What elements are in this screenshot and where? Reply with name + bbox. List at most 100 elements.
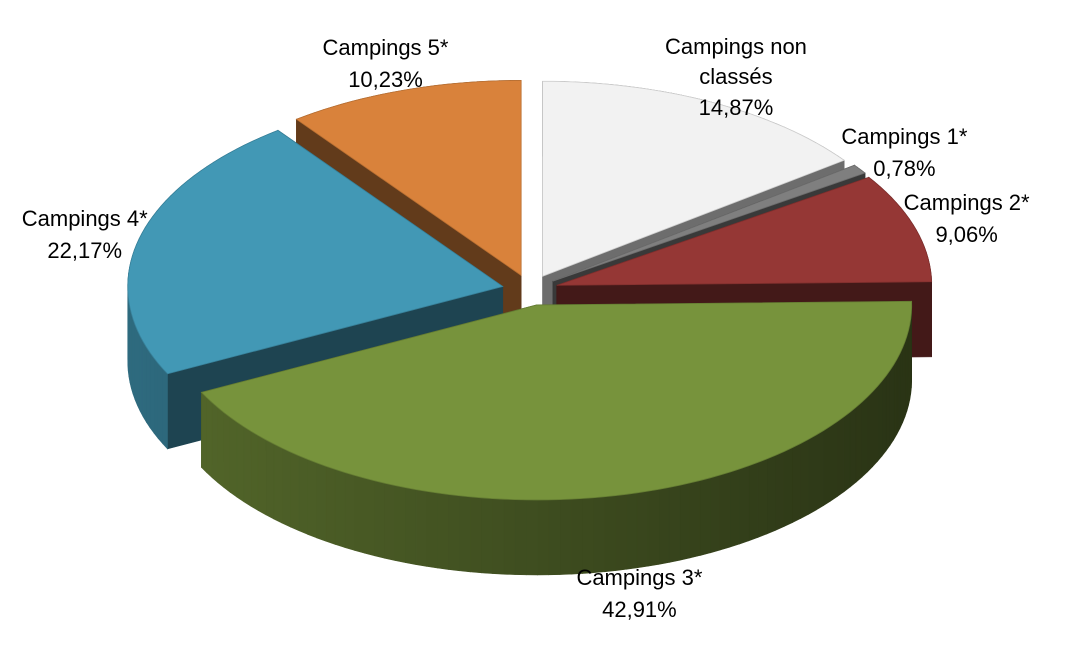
slice-side xyxy=(298,455,308,535)
slice-side xyxy=(748,461,759,542)
slice-side xyxy=(525,499,538,576)
slice-side xyxy=(162,367,168,450)
value-label: 42,91% xyxy=(602,596,677,622)
slice-side xyxy=(142,340,147,424)
slice-side xyxy=(273,443,283,524)
slice-side xyxy=(223,411,231,493)
slice-side xyxy=(893,357,898,441)
slice-side xyxy=(658,486,670,565)
slice-side xyxy=(217,406,225,489)
slice-side xyxy=(364,477,375,557)
slice-side xyxy=(229,416,238,498)
slice-side xyxy=(374,480,385,559)
slice-side xyxy=(206,396,213,479)
slice-side xyxy=(849,406,857,488)
slice-side xyxy=(861,396,868,478)
slice-side xyxy=(775,450,785,531)
slice-side xyxy=(132,319,136,400)
slice xyxy=(295,79,522,277)
slice-side xyxy=(211,401,219,484)
slice-side xyxy=(830,420,838,502)
slice-side xyxy=(709,474,721,554)
slice-side xyxy=(334,469,346,548)
slice-side xyxy=(679,482,691,561)
slice-side xyxy=(243,426,252,507)
slice-side xyxy=(134,324,138,406)
slice xyxy=(552,164,866,282)
slice xyxy=(556,176,933,286)
slice-side xyxy=(604,495,616,573)
slice-side xyxy=(739,465,750,545)
slice-side xyxy=(872,385,878,468)
slice-side xyxy=(157,362,163,445)
slice xyxy=(200,300,913,501)
slice-side xyxy=(137,330,141,412)
slice-side xyxy=(459,495,471,573)
slice-side xyxy=(139,335,144,417)
value-label: 14,87% xyxy=(698,94,774,120)
slice-side xyxy=(593,496,605,574)
slice-side xyxy=(236,421,245,503)
slice xyxy=(542,80,845,277)
value-label: 0,78% xyxy=(873,156,936,182)
slice-side xyxy=(881,374,887,457)
slice-side xyxy=(902,341,906,423)
slice-side xyxy=(766,454,776,535)
slice-side xyxy=(757,458,768,538)
slice-side xyxy=(257,435,267,516)
slice-label: Campings non classés xyxy=(665,33,807,89)
slice-side xyxy=(896,353,901,435)
slice-label: Campings 4* xyxy=(21,206,148,232)
slice-side xyxy=(668,484,681,563)
slice-side xyxy=(415,489,428,567)
value-label: 10,23% xyxy=(348,67,423,93)
slice-side xyxy=(699,477,711,556)
slice-side xyxy=(394,485,406,563)
slice-side xyxy=(146,346,151,429)
slice-side xyxy=(201,391,207,474)
slice-label: Campings 5* xyxy=(322,35,449,61)
slice-side xyxy=(250,430,259,512)
slice-side xyxy=(889,363,895,447)
slice-label: Campings 3* xyxy=(576,564,703,590)
value-label: 9,06% xyxy=(935,221,998,247)
slice-side xyxy=(384,482,396,561)
slice-side xyxy=(316,462,327,542)
slice-side xyxy=(647,488,660,567)
slice-side xyxy=(719,471,731,551)
slice-side xyxy=(800,438,809,519)
slice-side xyxy=(344,472,355,551)
slice-side xyxy=(470,496,482,574)
slice-side xyxy=(492,498,505,575)
slice-side xyxy=(290,451,300,532)
slice-side xyxy=(729,468,740,548)
slice-side xyxy=(503,498,516,575)
slice-side xyxy=(885,369,891,452)
slice-label: Campings 1* xyxy=(841,124,968,150)
slice-side xyxy=(626,492,638,570)
slice-side xyxy=(448,494,460,572)
slice-side xyxy=(437,492,449,570)
slice-side xyxy=(792,443,801,524)
slice-side xyxy=(783,447,793,527)
slice-side xyxy=(481,497,493,574)
slice-side xyxy=(689,480,701,559)
slice-side xyxy=(855,401,863,483)
slice-side xyxy=(636,490,649,569)
slice-side xyxy=(899,347,903,429)
slice-side xyxy=(265,439,275,520)
slice-side xyxy=(307,458,317,539)
slice-side xyxy=(823,425,831,507)
slice-side xyxy=(325,465,336,545)
slice-side xyxy=(808,434,817,515)
slice-side xyxy=(514,499,527,576)
slice-label: Campings 2* xyxy=(903,189,1030,215)
value-label: 22,17% xyxy=(47,238,123,264)
slice-side xyxy=(815,430,824,511)
slice xyxy=(127,129,504,375)
slice-side xyxy=(867,390,873,473)
slice-side xyxy=(426,491,438,569)
slice-side xyxy=(281,447,291,528)
